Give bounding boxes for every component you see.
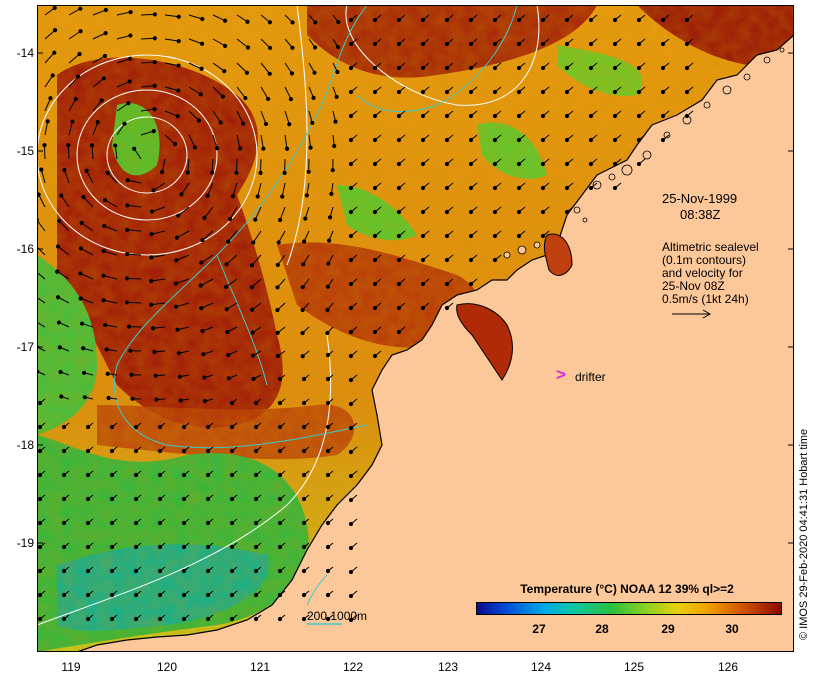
lon-label: 126	[717, 660, 739, 674]
lat-label: -19	[16, 536, 34, 550]
sst-map-canvas	[37, 5, 794, 652]
drifter-marker: >	[556, 365, 566, 384]
drifter-label: drifter	[575, 370, 606, 384]
colorbar-tick: 30	[725, 622, 739, 636]
imos-credit: © IMOS 29-Feb-2020 04:41:31 Hobart time	[798, 428, 810, 640]
altimetry-note-line: (0.1m contours)	[662, 253, 747, 267]
reference-velocity-arrow	[672, 309, 712, 319]
depth-contour-label: 200 1000m	[307, 609, 368, 623]
lon-label: 125	[623, 660, 645, 674]
lat-label: -15	[16, 144, 34, 158]
colorbar-tick: 29	[661, 622, 675, 636]
sst-map	[37, 5, 794, 652]
altimetry-note-line: Altimetric sealevel	[662, 240, 759, 254]
altimetry-note-line: and velocity for	[662, 266, 743, 280]
lon-label: 121	[249, 660, 271, 674]
temperature-colorbar	[476, 602, 782, 615]
bathymetry-contours	[113, 5, 518, 606]
image-date: 25-Nov-1999	[662, 191, 738, 206]
king-sound-inlet	[456, 303, 513, 381]
colorbar-tick: 28	[595, 622, 609, 636]
colorbar-title: Temperature (°C) NOAA 12 39% ql>=2	[520, 582, 734, 596]
lon-label: 122	[342, 660, 364, 674]
altimetry-note-line: 25-Nov 08Z	[662, 279, 725, 293]
colorbar-tick: 27	[532, 622, 546, 636]
lat-label: -14	[16, 46, 34, 60]
lon-label: 124	[530, 660, 552, 674]
lon-label: 119	[61, 660, 81, 674]
lat-label: -17	[16, 340, 34, 354]
altimetry-note-line: 0.5m/s (1kt 24h)	[662, 292, 749, 306]
image-time: 08:38Z	[680, 207, 721, 222]
lon-label: 123	[437, 660, 459, 674]
collier-bay-inlet	[543, 233, 573, 276]
lon-label: 120	[156, 660, 178, 674]
map-border	[37, 5, 794, 652]
lat-label: -18	[16, 438, 34, 452]
velocity-vectors	[37, 5, 694, 623]
lat-label: -16	[16, 242, 34, 256]
buccaneer-archipelago	[503, 47, 785, 259]
